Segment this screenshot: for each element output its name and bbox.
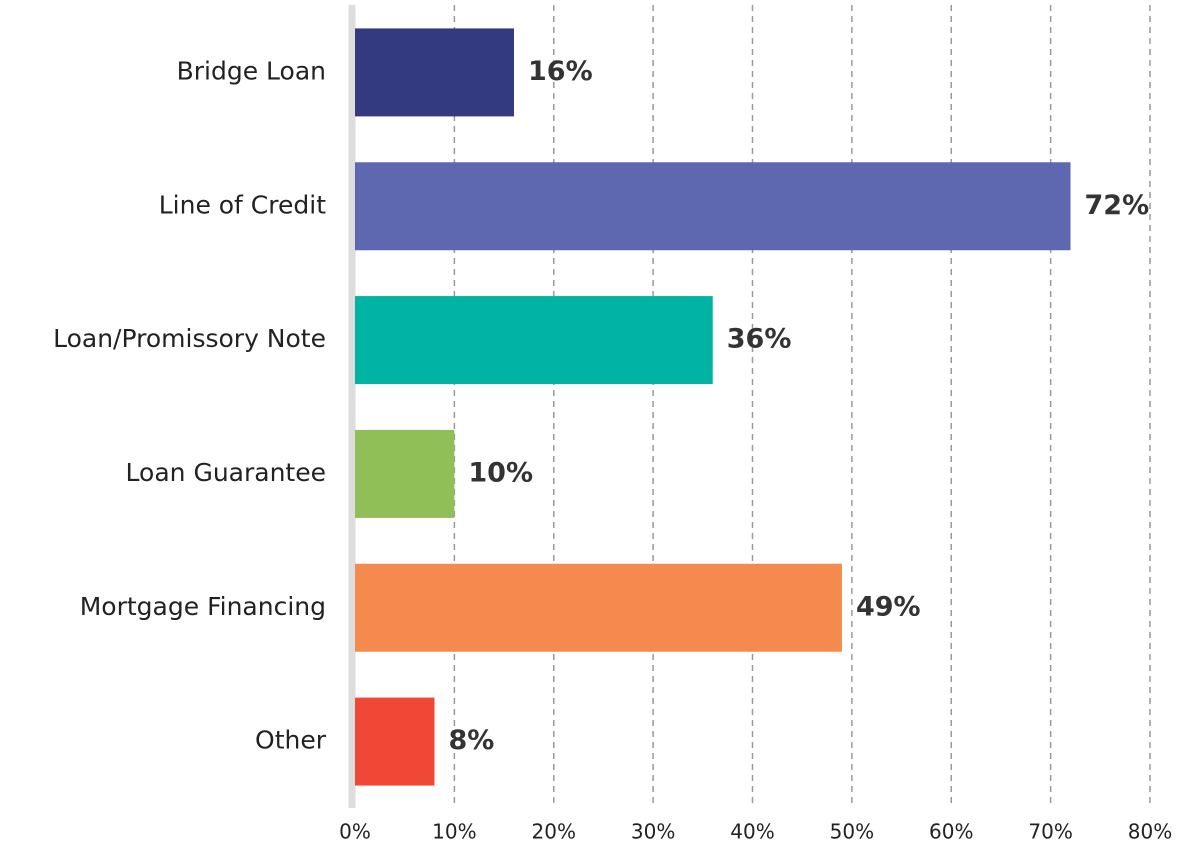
bar: [355, 697, 435, 786]
value-label: 8%: [449, 725, 495, 756]
value-label: 49%: [856, 591, 921, 622]
value-label: 10%: [468, 457, 533, 488]
x-tick-label: 70%: [1028, 820, 1072, 844]
bar: [355, 429, 455, 518]
category-label: Other: [255, 726, 327, 755]
bar: [355, 28, 514, 117]
category-label: Loan/Promissory Note: [53, 324, 326, 353]
x-tick-label: 30%: [631, 820, 675, 844]
x-tick-label: 20%: [532, 820, 576, 844]
value-label: 16%: [528, 56, 593, 87]
x-tick-label: 80%: [1128, 820, 1172, 844]
bar: [355, 162, 1071, 251]
category-label: Bridge Loan: [177, 56, 326, 85]
bar: [355, 563, 842, 652]
value-label: 36%: [727, 324, 792, 355]
category-label: Line of Credit: [159, 190, 326, 219]
category-label: Loan Guarantee: [126, 458, 326, 487]
x-tick-label: 10%: [432, 820, 476, 844]
x-tick-label: 40%: [730, 820, 774, 844]
value-label: 72%: [1085, 190, 1150, 221]
x-tick-label: 0%: [339, 820, 371, 844]
x-tick-label: 60%: [929, 820, 973, 844]
x-tick-label: 50%: [830, 820, 874, 844]
bar: [355, 296, 713, 385]
category-label: Mortgage Financing: [80, 592, 326, 621]
